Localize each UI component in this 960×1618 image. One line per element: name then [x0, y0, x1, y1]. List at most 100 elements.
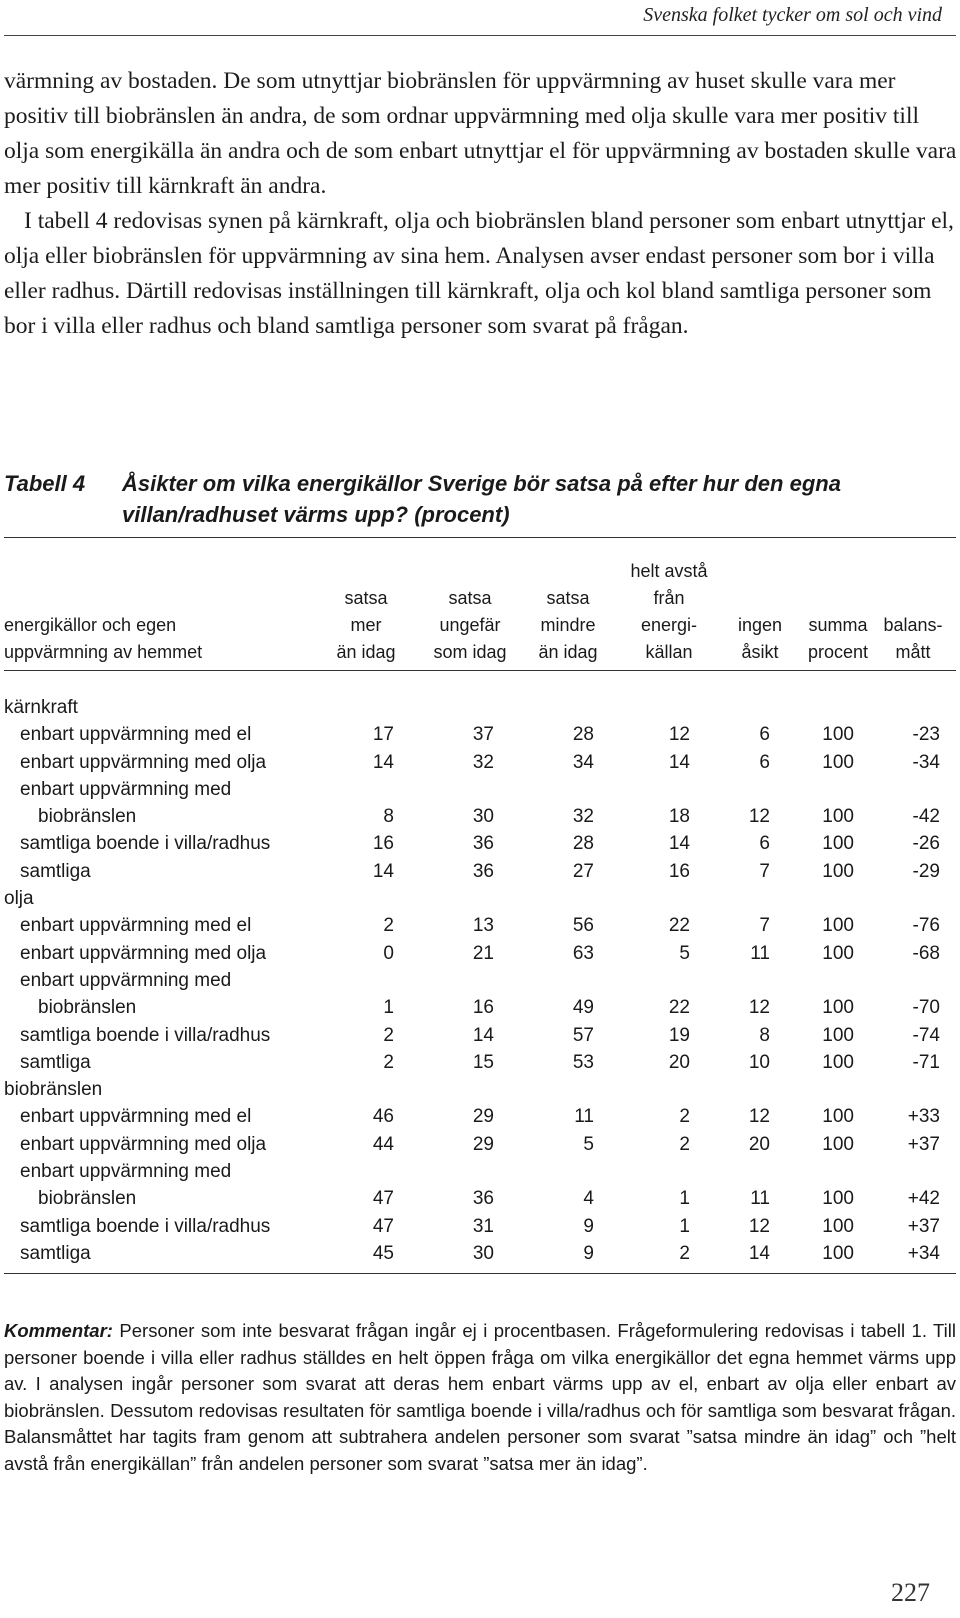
row-label: samtliga boende i villa/radhus: [20, 1215, 271, 1237]
table-cell: 18: [668, 806, 690, 828]
table-cell: 12: [748, 1215, 770, 1237]
row-label: enbart uppvärmning med: [20, 1161, 232, 1183]
table-cell: [770, 776, 854, 803]
row-label: biobränslen: [38, 997, 137, 1019]
table-cell: 16: [372, 833, 394, 855]
table-cell: 4: [583, 1188, 594, 1210]
table-cell: 17: [372, 724, 394, 746]
table-header-rule: [4, 670, 956, 671]
table-cell: 29: [472, 1133, 494, 1155]
row-label: samtliga: [20, 1051, 91, 1073]
table-cell: 14: [668, 751, 690, 773]
header-line: mått: [895, 642, 931, 662]
table-cell: 100: [822, 724, 854, 746]
table-cell: +34: [907, 1242, 940, 1264]
table-cell: 1: [383, 997, 394, 1019]
table-cell: 2: [383, 1051, 394, 1073]
table-body: kärnkraft enbart uppvärmning med el 17 37 28…: [4, 694, 940, 1267]
paragraph-1: värmning av bostaden. De som utnyttjar b…: [4, 68, 957, 199]
table-cell: 36: [472, 833, 494, 855]
comment-text: Personer som inte besvarat frågan ingår …: [4, 1320, 957, 1474]
header-col-3: satsa mindre än idag: [518, 556, 618, 666]
table-cell: 14: [372, 751, 394, 773]
table-label: Tabell 4: [4, 471, 86, 496]
table-cell: 12: [748, 806, 770, 828]
header-line: ingen: [737, 615, 783, 635]
table-row: biobränslen: [4, 1076, 940, 1103]
table-cell: [394, 776, 494, 803]
row-label: enbart uppvärmning med el: [20, 1106, 252, 1128]
table-row: enbart uppvärmning med el 2 13 56 22 7 100 -76: [4, 912, 940, 939]
table-cell: +37: [907, 1215, 940, 1237]
table-cell: 16: [668, 860, 690, 882]
table-cell: 12: [668, 724, 690, 746]
table-cell: [334, 885, 394, 912]
table-cell: 100: [822, 1188, 854, 1210]
table-cell: 53: [572, 1051, 594, 1073]
header-col-6: summa procent: [788, 556, 888, 666]
table-cell: 20: [748, 1133, 770, 1155]
table-cell: [334, 1158, 394, 1185]
table-row: enbart uppvärmning med: [4, 1158, 940, 1185]
page-number: 227: [891, 1578, 930, 1607]
data-table: kärnkraft enbart uppvärmning med el 17 37 28…: [4, 694, 940, 1267]
table-cell: +42: [907, 1188, 940, 1210]
table-cell: [690, 1076, 770, 1103]
table-cell: 30: [472, 806, 494, 828]
header-col-2: satsa ungefär som idag: [420, 556, 520, 666]
header-line: källan: [645, 642, 693, 662]
header-line: satsa: [448, 588, 492, 608]
table-cell: 100: [822, 1106, 854, 1128]
table-cell: [334, 776, 394, 803]
row-label: samtliga boende i villa/radhus: [20, 1024, 271, 1046]
table-cell: [770, 885, 854, 912]
table-cell: 100: [822, 1024, 854, 1046]
header-col-7: balans- mått: [870, 556, 956, 666]
table-cell: 100: [822, 1242, 854, 1264]
table-cell: 6: [759, 833, 770, 855]
table-cell: 16: [472, 997, 494, 1019]
table-row: kärnkraft: [4, 694, 940, 721]
header-line: än idag: [538, 642, 598, 662]
table-cell: [690, 694, 770, 721]
table-cell: 45: [372, 1242, 394, 1264]
table-cell: [770, 694, 854, 721]
row-label: samtliga: [20, 860, 91, 882]
table-cell: -68: [912, 942, 940, 964]
table-cell: [394, 694, 494, 721]
header-line: ungefär: [439, 615, 501, 635]
table-row: enbart uppvärmning med olja 14 32 34 14 6 100 -…: [4, 749, 940, 776]
table-row: samtliga boende i villa/radhus 2 14 57 19 8 10…: [4, 1022, 940, 1049]
table-cell: [334, 694, 394, 721]
table-cell: 31: [472, 1215, 494, 1237]
header-col-4: helt avstå från energi- källan: [614, 556, 724, 666]
table-cell: [854, 1158, 940, 1185]
table-row: biobränslen 1 16 49 22 12 100 -70: [4, 994, 940, 1021]
header-line: från: [653, 588, 685, 608]
table-cell: -29: [912, 860, 940, 882]
row-label: biobränslen: [38, 1188, 137, 1210]
table-cell: 5: [583, 1133, 594, 1155]
table-cell: [770, 967, 854, 994]
row-group-label: olja: [4, 888, 34, 910]
table-cell: 13: [472, 915, 494, 937]
header-line: satsa: [546, 588, 590, 608]
header-stub-line: uppvärmning av hemmet: [4, 642, 203, 662]
table-cell: [394, 885, 494, 912]
table-cell: [394, 967, 494, 994]
table-cell: 1: [679, 1188, 690, 1210]
table-cell: 1: [679, 1215, 690, 1237]
header-stub-line: energikällor och egen: [4, 615, 177, 635]
running-head: Svenska folket tycker om sol och vind: [643, 4, 942, 26]
header-line: åsikt: [741, 642, 779, 662]
table-row: enbart uppvärmning med el 46 29 11 2 12 100 +33: [4, 1103, 940, 1130]
table-cell: 12: [748, 997, 770, 1019]
table-cell: -70: [912, 997, 940, 1019]
table-cell: 2: [679, 1242, 690, 1264]
table-cell: 7: [759, 915, 770, 937]
table-comment: Kommentar: Personer som inte besvarat fr…: [4, 1318, 956, 1477]
table-cell: 47: [372, 1215, 394, 1237]
table-row: biobränslen 8 30 32 18 12 100 -42: [4, 803, 940, 830]
header-line: mer: [350, 615, 382, 635]
table-cell: 56: [572, 915, 594, 937]
